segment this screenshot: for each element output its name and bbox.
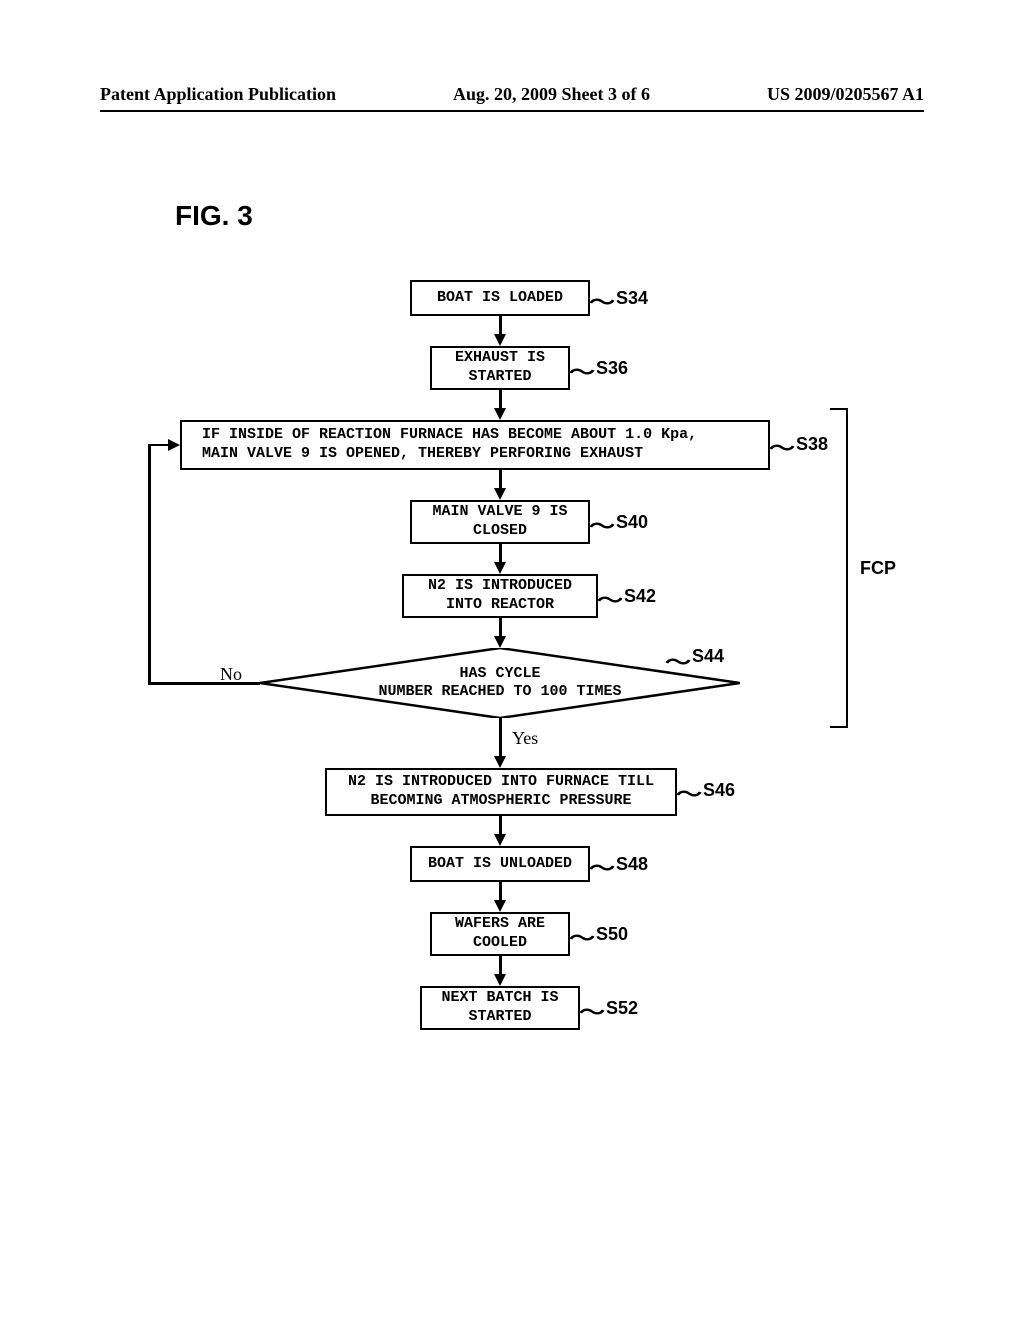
step-s48-ref: S48	[616, 854, 648, 875]
step-s38-ref: S38	[796, 434, 828, 455]
arrow-icon	[494, 334, 506, 346]
step-s50-ref: S50	[596, 924, 628, 945]
tilde-icon: 〜	[589, 852, 615, 881]
figure-number: FIG. 3	[175, 200, 253, 232]
connector	[499, 470, 502, 488]
step-s52-text: NEXT BATCH IS STARTED	[441, 989, 558, 1027]
fcp-label: FCP	[860, 558, 896, 579]
fcp-bracket	[830, 408, 848, 728]
tilde-icon: 〜	[589, 286, 615, 315]
arrow-icon	[494, 636, 506, 648]
step-s50-text: WAFERS ARE COOLED	[455, 915, 545, 953]
step-s36-text: EXHAUST IS STARTED	[455, 349, 545, 387]
step-s48-text: BOAT IS UNLOADED	[428, 855, 572, 874]
step-s40-box: MAIN VALVE 9 IS CLOSED	[410, 500, 590, 544]
tilde-icon: 〜	[589, 510, 615, 539]
step-s46-box: N2 IS INTRODUCED INTO FURNACE TILL BECOM…	[325, 768, 677, 816]
step-s38-text: IF INSIDE OF REACTION FURNACE HAS BECOME…	[202, 426, 697, 464]
step-s40-ref: S40	[616, 512, 648, 533]
tilde-icon: 〜	[769, 432, 795, 461]
step-s52-box: NEXT BATCH IS STARTED	[420, 986, 580, 1030]
step-s36-ref: S36	[596, 358, 628, 379]
step-s42-box: N2 IS INTRODUCED INTO REACTOR	[402, 574, 598, 618]
page-header: Patent Application Publication Aug. 20, …	[0, 84, 1024, 105]
flowchart-canvas: BOAT IS LOADED 〜 S34 EXHAUST IS STARTED …	[130, 280, 900, 1110]
arrow-icon	[494, 900, 506, 912]
tilde-icon: 〜	[569, 922, 595, 951]
connector	[148, 682, 260, 685]
arrow-icon	[168, 439, 180, 451]
step-s50-box: WAFERS ARE COOLED	[430, 912, 570, 956]
step-s48-box: BOAT IS UNLOADED	[410, 846, 590, 882]
connector	[499, 956, 502, 974]
connector	[499, 718, 502, 756]
arrow-icon	[494, 834, 506, 846]
arrow-icon	[494, 408, 506, 420]
connector	[148, 444, 168, 447]
arrow-icon	[494, 974, 506, 986]
arrow-icon	[494, 562, 506, 574]
arrow-icon	[494, 488, 506, 500]
connector	[499, 544, 502, 562]
header-center: Aug. 20, 2009 Sheet 3 of 6	[453, 84, 650, 105]
tilde-icon: 〜	[676, 778, 702, 807]
tilde-icon: 〜	[597, 584, 623, 613]
step-s40-text: MAIN VALVE 9 IS CLOSED	[432, 503, 567, 541]
tilde-icon: 〜	[665, 646, 691, 675]
header-rule	[100, 110, 924, 112]
header-left: Patent Application Publication	[100, 84, 336, 105]
connector	[499, 618, 502, 636]
step-s52-ref: S52	[606, 998, 638, 1019]
step-s38-box: IF INSIDE OF REACTION FURNACE HAS BECOME…	[180, 420, 770, 470]
step-s34-ref: S34	[616, 288, 648, 309]
header-right: US 2009/0205567 A1	[767, 84, 924, 105]
step-s46-text: N2 IS INTRODUCED INTO FURNACE TILL BECOM…	[348, 773, 654, 811]
tilde-icon: 〜	[579, 996, 605, 1025]
step-s34-box: BOAT IS LOADED	[410, 280, 590, 316]
connector	[499, 882, 502, 900]
connector	[148, 445, 151, 685]
connector	[499, 816, 502, 834]
step-s34-text: BOAT IS LOADED	[437, 289, 563, 308]
tilde-icon: 〜	[569, 356, 595, 385]
step-s44-ref: S44	[692, 646, 724, 667]
decision-yes-label: Yes	[512, 728, 538, 749]
step-s42-text: N2 IS INTRODUCED INTO REACTOR	[428, 577, 572, 615]
step-s46-ref: S46	[703, 780, 735, 801]
connector	[499, 316, 502, 334]
arrow-icon	[494, 756, 506, 768]
step-s42-ref: S42	[624, 586, 656, 607]
connector	[499, 390, 502, 408]
step-s36-box: EXHAUST IS STARTED	[430, 346, 570, 390]
